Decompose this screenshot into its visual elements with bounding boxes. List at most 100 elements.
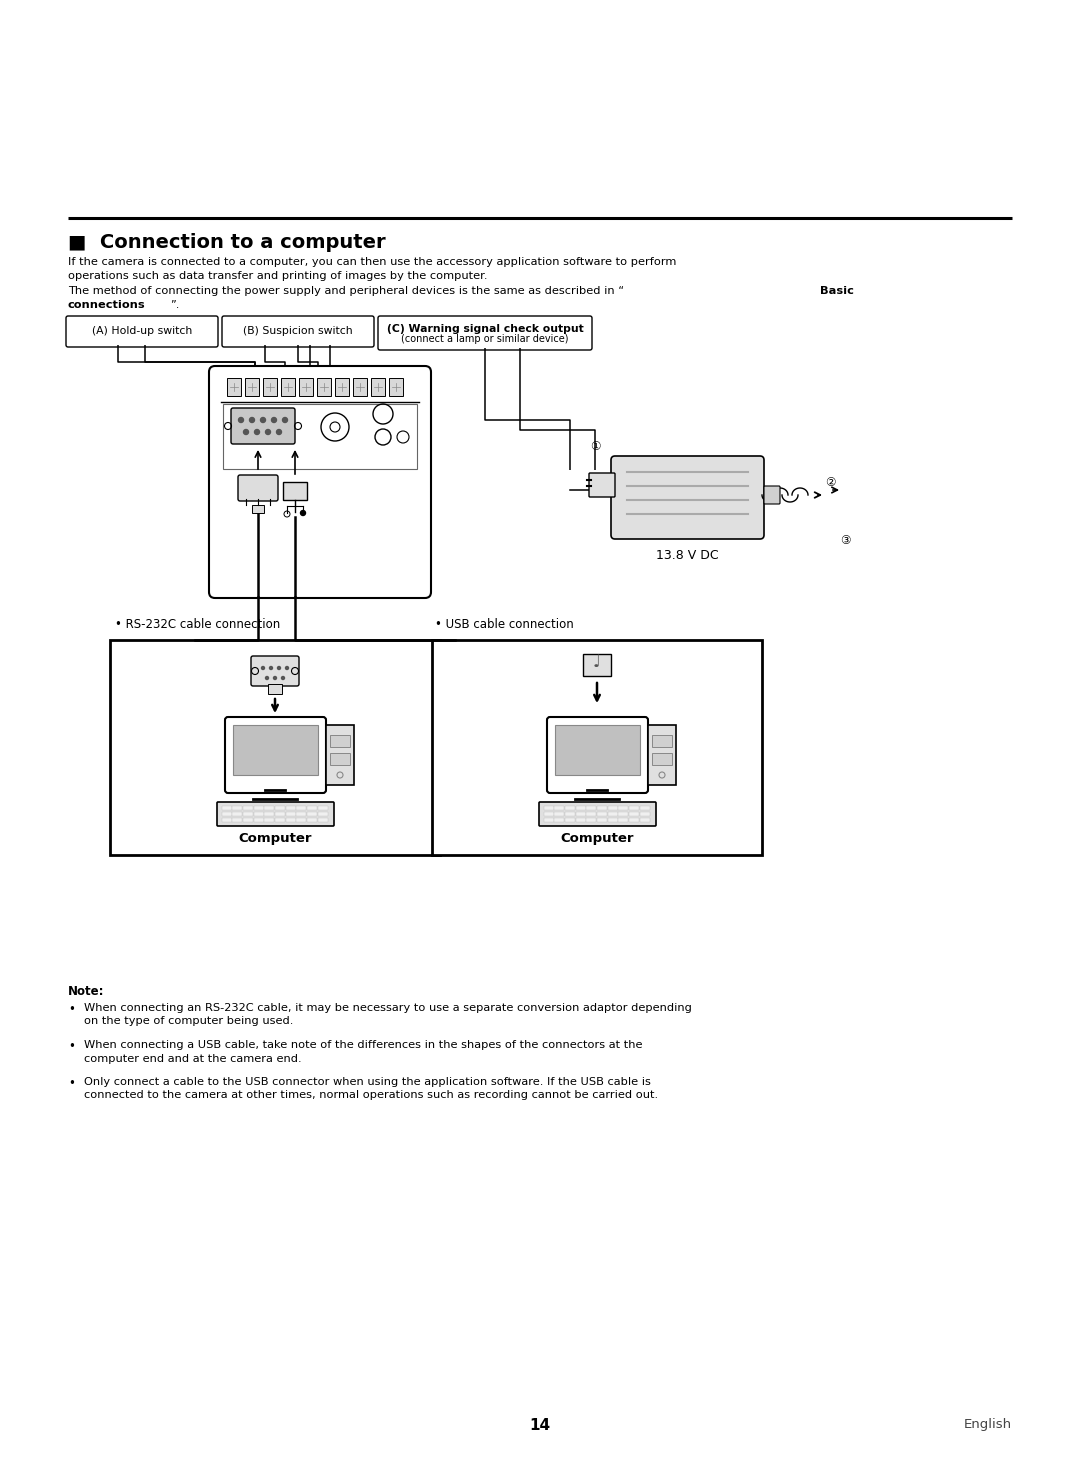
Circle shape <box>266 676 269 679</box>
Circle shape <box>249 418 255 422</box>
Text: (connect a lamp or similar device): (connect a lamp or similar device) <box>402 334 569 344</box>
Bar <box>335 378 349 396</box>
Text: ②: ② <box>825 477 835 489</box>
Bar <box>222 806 232 809</box>
Bar <box>243 812 253 815</box>
FancyBboxPatch shape <box>539 802 656 826</box>
Bar <box>252 505 264 513</box>
Circle shape <box>266 430 270 434</box>
Text: connections: connections <box>68 300 146 310</box>
Text: 14: 14 <box>529 1418 551 1433</box>
Bar <box>296 818 306 823</box>
Bar <box>286 818 296 823</box>
Bar <box>565 812 575 815</box>
Bar <box>299 378 313 396</box>
Text: ③: ③ <box>840 533 850 546</box>
FancyBboxPatch shape <box>66 316 218 347</box>
Bar <box>576 812 586 815</box>
Bar <box>264 378 276 396</box>
Bar <box>307 812 318 815</box>
Text: • RS-232C cable connection: • RS-232C cable connection <box>114 617 280 631</box>
Text: When connecting a USB cable, take note of the differences in the shapes of the c: When connecting a USB cable, take note o… <box>84 1040 643 1050</box>
Text: Computer: Computer <box>239 832 312 845</box>
Circle shape <box>261 666 265 669</box>
FancyBboxPatch shape <box>611 456 764 539</box>
Bar <box>254 818 264 823</box>
Text: ”.: ”. <box>170 300 179 310</box>
Text: (A) Hold-up switch: (A) Hold-up switch <box>92 326 192 337</box>
Bar <box>586 812 596 815</box>
Circle shape <box>270 666 272 669</box>
Bar <box>353 378 367 396</box>
Bar <box>608 818 618 823</box>
Text: (C) Warning signal check output: (C) Warning signal check output <box>387 323 583 334</box>
Bar <box>318 806 328 809</box>
Circle shape <box>276 430 282 434</box>
Text: operations such as data transfer and printing of images by the computer.: operations such as data transfer and pri… <box>68 270 487 281</box>
Bar <box>275 812 285 815</box>
Text: ♩: ♩ <box>593 653 600 671</box>
Bar <box>544 806 554 809</box>
Circle shape <box>282 676 284 679</box>
Bar <box>233 725 318 775</box>
Bar <box>254 812 264 815</box>
Circle shape <box>260 418 266 422</box>
Bar <box>554 818 564 823</box>
Bar <box>608 806 618 809</box>
Text: computer end and at the camera end.: computer end and at the camera end. <box>84 1053 301 1063</box>
Bar <box>576 806 586 809</box>
Bar <box>296 812 306 815</box>
Text: Note:: Note: <box>68 985 105 998</box>
Bar <box>576 818 586 823</box>
Bar <box>307 806 318 809</box>
Bar <box>555 725 640 775</box>
Bar <box>640 806 650 809</box>
Text: The method of connecting the power supply and peripheral devices is the same as : The method of connecting the power suppl… <box>68 287 624 295</box>
FancyBboxPatch shape <box>238 476 278 501</box>
Bar <box>286 812 296 815</box>
Bar <box>318 818 328 823</box>
Bar <box>275 806 285 809</box>
Bar <box>326 725 354 784</box>
Bar <box>232 806 242 809</box>
FancyBboxPatch shape <box>764 486 780 504</box>
Bar <box>554 812 564 815</box>
Bar <box>330 736 350 747</box>
Bar <box>597 806 607 809</box>
Text: Basic: Basic <box>820 287 854 295</box>
Bar <box>608 812 618 815</box>
FancyBboxPatch shape <box>217 802 334 826</box>
Bar <box>296 806 306 809</box>
Text: •: • <box>68 1003 75 1016</box>
Text: Computer: Computer <box>561 832 634 845</box>
Bar <box>275 818 285 823</box>
Text: (B) Suspicion switch: (B) Suspicion switch <box>243 326 353 337</box>
Bar <box>432 640 762 855</box>
Bar <box>389 378 403 396</box>
FancyBboxPatch shape <box>210 366 431 598</box>
Text: ■  Connection to a computer: ■ Connection to a computer <box>68 233 386 253</box>
Circle shape <box>283 418 287 422</box>
Circle shape <box>243 430 248 434</box>
Bar <box>583 654 611 676</box>
Text: on the type of computer being used.: on the type of computer being used. <box>84 1016 294 1027</box>
FancyBboxPatch shape <box>231 408 295 445</box>
FancyBboxPatch shape <box>251 656 299 685</box>
Bar <box>264 818 274 823</box>
Bar <box>232 818 242 823</box>
Bar <box>544 812 554 815</box>
Bar <box>565 806 575 809</box>
Bar <box>222 812 232 815</box>
Bar <box>648 725 676 784</box>
Text: If the camera is connected to a computer, you can then use the accessory applica: If the camera is connected to a computer… <box>68 257 676 267</box>
Text: connected to the camera at other times, normal operations such as recording cann: connected to the camera at other times, … <box>84 1090 658 1100</box>
Bar <box>264 812 274 815</box>
Text: •: • <box>68 1077 75 1090</box>
Bar <box>318 378 330 396</box>
Bar <box>618 806 627 809</box>
Bar <box>254 806 264 809</box>
Bar <box>629 806 639 809</box>
Bar <box>640 812 650 815</box>
Text: ①: ① <box>590 440 600 452</box>
Circle shape <box>273 676 276 679</box>
